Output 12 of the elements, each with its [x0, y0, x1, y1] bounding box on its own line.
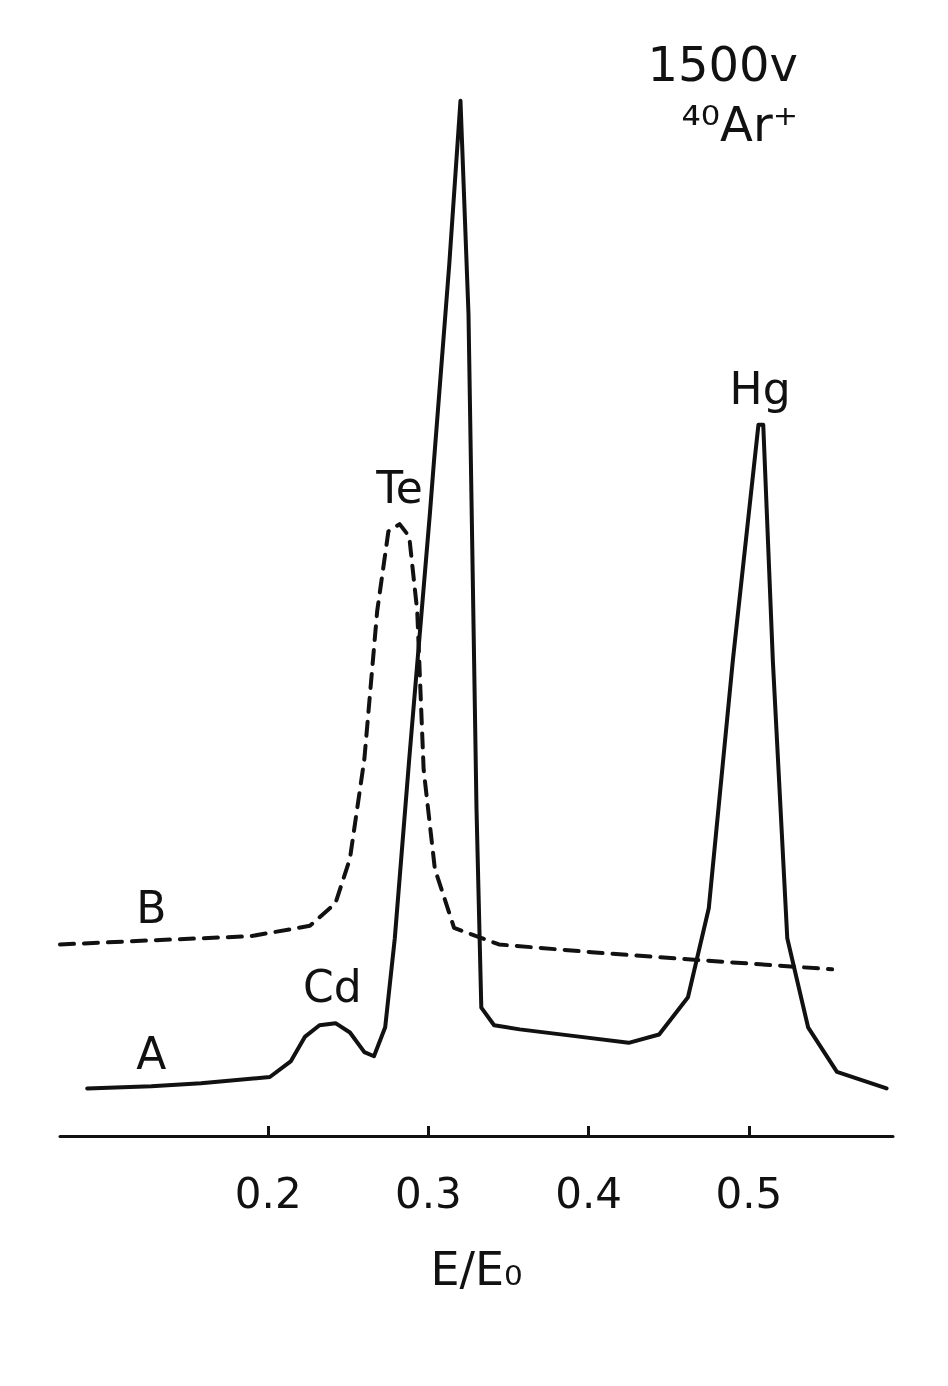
series-label: B: [136, 882, 167, 934]
annotation: Cd: [303, 961, 362, 1013]
x-tick-label: 0.3: [395, 1168, 462, 1218]
text: 1500v: [647, 36, 798, 92]
x-tick-label: 0.2: [234, 1168, 302, 1218]
annotation: ⁴⁰Ar⁺: [681, 96, 798, 152]
series-label: A: [136, 1028, 167, 1080]
annotation: Hg: [729, 362, 791, 414]
x-tick-label: 0.4: [555, 1168, 623, 1218]
x-tick-label: 0.5: [715, 1168, 783, 1218]
annotation: Te: [375, 462, 423, 514]
x-axis-title: E/E₀: [430, 1242, 523, 1296]
